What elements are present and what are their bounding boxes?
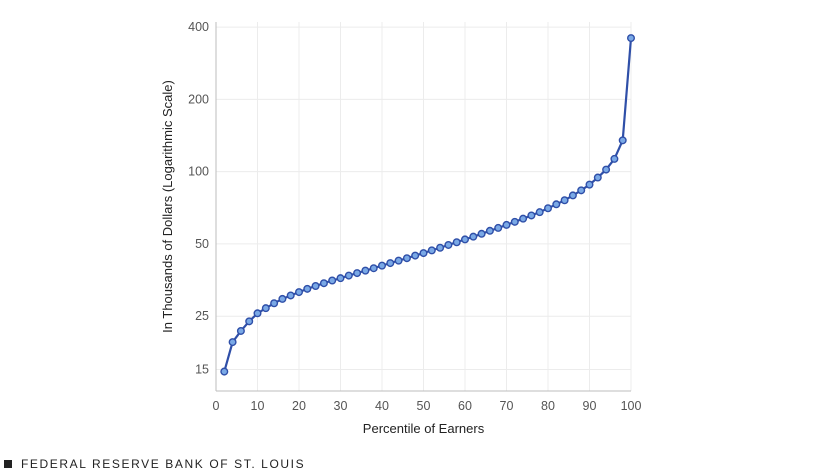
data-point bbox=[361, 266, 370, 275]
x-tick-label: 60 bbox=[458, 399, 472, 413]
data-point bbox=[519, 214, 528, 223]
data-point bbox=[585, 180, 594, 189]
data-point bbox=[236, 326, 245, 335]
y-axis-title: In Thousands of Dollars (Logarithmic Sca… bbox=[160, 80, 175, 333]
x-tick-label: 70 bbox=[500, 399, 514, 413]
data-point bbox=[311, 281, 320, 290]
y-tick-label: 400 bbox=[188, 20, 209, 34]
data-point bbox=[286, 291, 295, 300]
data-point bbox=[577, 186, 586, 195]
x-tick-label: 40 bbox=[375, 399, 389, 413]
data-point bbox=[245, 317, 254, 326]
data-point bbox=[502, 220, 511, 229]
series-line bbox=[223, 37, 633, 372]
data-point bbox=[419, 249, 428, 258]
square-bullet-icon bbox=[4, 460, 12, 468]
data-point bbox=[444, 240, 453, 249]
source-text: FEDERAL RESERVE BANK OF ST. LOUIS bbox=[21, 457, 306, 471]
data-point bbox=[295, 288, 304, 297]
x-tick-label: 80 bbox=[541, 399, 555, 413]
data-point bbox=[544, 204, 553, 213]
data-point bbox=[319, 279, 328, 288]
x-tick-label: 0 bbox=[213, 399, 220, 413]
data-point bbox=[328, 276, 337, 285]
data-point bbox=[485, 226, 494, 235]
data-point bbox=[344, 271, 353, 280]
data-point bbox=[461, 235, 470, 244]
data-point bbox=[436, 243, 445, 252]
x-tick-label: 10 bbox=[251, 399, 265, 413]
data-point bbox=[270, 299, 279, 308]
x-tick-label: 20 bbox=[292, 399, 306, 413]
data-point bbox=[510, 217, 519, 226]
data-point bbox=[527, 211, 536, 220]
data-point bbox=[618, 136, 627, 145]
data-point bbox=[602, 165, 611, 174]
data-point bbox=[552, 200, 561, 209]
y-tick-label: 50 bbox=[195, 237, 209, 251]
data-point bbox=[627, 34, 636, 43]
grid-layer bbox=[215, 22, 632, 391]
data-point bbox=[427, 246, 436, 255]
data-point bbox=[278, 294, 287, 303]
x-tick-label: 100 bbox=[621, 399, 642, 413]
x-axis-title: Percentile of Earners bbox=[363, 421, 485, 436]
data-point bbox=[568, 191, 577, 200]
source-footer: FEDERAL RESERVE BANK OF ST. LOUIS bbox=[4, 456, 305, 472]
y-tick-label: 200 bbox=[188, 92, 209, 106]
data-point bbox=[494, 223, 503, 232]
data-point bbox=[220, 367, 229, 376]
data-point bbox=[378, 261, 387, 270]
data-point bbox=[593, 173, 602, 182]
data-point bbox=[477, 229, 486, 238]
data-point bbox=[303, 284, 312, 293]
y-tick-label: 100 bbox=[188, 165, 209, 179]
data-point bbox=[228, 338, 237, 347]
percentile-income-chart: 0 10 20 30 40 50 60 70 80 90 100 15 25 50 100 200 400 Pe… bbox=[160, 20, 641, 436]
y-tick-label: 25 bbox=[195, 309, 209, 323]
data-point bbox=[386, 259, 395, 268]
data-point bbox=[469, 232, 478, 241]
series-layer bbox=[220, 34, 636, 376]
data-point bbox=[261, 304, 270, 313]
data-point bbox=[336, 274, 345, 283]
data-point bbox=[369, 264, 378, 273]
axis-layer bbox=[215, 22, 631, 392]
x-tick-label: 90 bbox=[583, 399, 597, 413]
tick-labels: 0 10 20 30 40 50 60 70 80 90 100 15 25 50 100 200 400 bbox=[188, 20, 641, 413]
data-point bbox=[394, 256, 403, 265]
data-point bbox=[353, 269, 362, 278]
y-tick-label: 15 bbox=[195, 362, 209, 376]
data-point bbox=[411, 251, 420, 260]
data-point bbox=[535, 208, 544, 217]
data-point bbox=[560, 196, 569, 205]
x-tick-label: 50 bbox=[417, 399, 431, 413]
data-point bbox=[253, 309, 262, 318]
data-point bbox=[402, 254, 411, 263]
x-tick-label: 30 bbox=[334, 399, 348, 413]
data-point bbox=[452, 238, 461, 247]
data-point bbox=[610, 154, 619, 163]
